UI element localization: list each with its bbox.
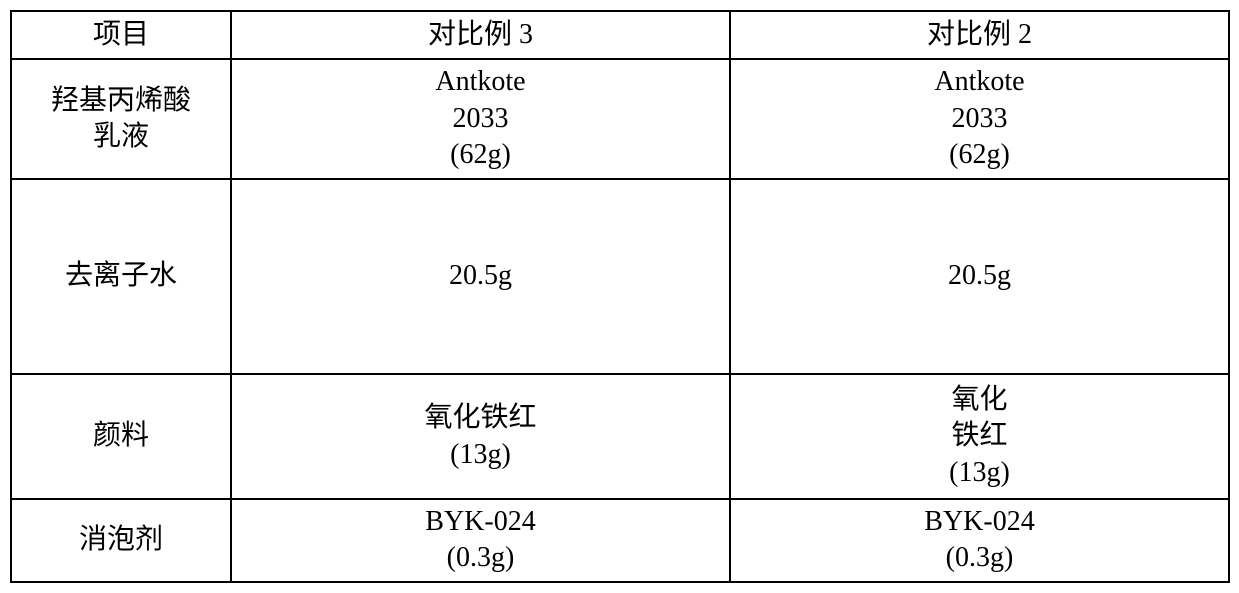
- cell-defoamer-c1: BYK-024 (0.3g): [231, 499, 730, 582]
- cell-defoamer-c2: BYK-024 (0.3g): [730, 499, 1229, 582]
- row-label-pigment: 颜料: [11, 374, 231, 499]
- label-line: 羟基丙烯酸: [51, 85, 191, 116]
- cell-line: 2033: [453, 103, 509, 134]
- cell-line: 氧化铁红: [424, 402, 536, 433]
- row-label-water: 去离子水: [11, 179, 231, 374]
- cell-line: Antkote: [934, 66, 1024, 97]
- header-item: 项目: [11, 11, 231, 59]
- cell-emulsion-c1: Antkote 2033 (62g): [231, 59, 730, 179]
- cell-pigment-c1: 氧化铁红 (13g): [231, 374, 730, 499]
- cell-water-c1: 20.5g: [231, 179, 730, 374]
- cell-water-c2: 20.5g: [730, 179, 1229, 374]
- comparison-table: 项目 对比例 3 对比例 2 羟基丙烯酸 乳液 Antkote 2033 (62…: [10, 10, 1230, 583]
- cell-line: BYK-024: [924, 506, 1034, 537]
- table-row: 消泡剂 BYK-024 (0.3g) BYK-024 (0.3g): [11, 499, 1229, 582]
- table-header-row: 项目 对比例 3 对比例 2: [11, 11, 1229, 59]
- label-line: 乳液: [93, 121, 149, 152]
- cell-line: 氧化: [951, 384, 1007, 415]
- cell-line: (62g): [949, 139, 1010, 170]
- table-row: 羟基丙烯酸 乳液 Antkote 2033 (62g) Antkote 2033…: [11, 59, 1229, 179]
- cell-line: 2033: [952, 103, 1008, 134]
- row-label-defoamer: 消泡剂: [11, 499, 231, 582]
- cell-line: (13g): [949, 457, 1010, 488]
- cell-line: (0.3g): [447, 542, 515, 573]
- header-comparison-3: 对比例 3: [231, 11, 730, 59]
- header-comparison-2: 对比例 2: [730, 11, 1229, 59]
- table-row: 颜料 氧化铁红 (13g) 氧化 铁红 (13g): [11, 374, 1229, 499]
- cell-emulsion-c2: Antkote 2033 (62g): [730, 59, 1229, 179]
- row-label-emulsion: 羟基丙烯酸 乳液: [11, 59, 231, 179]
- cell-pigment-c2: 氧化 铁红 (13g): [730, 374, 1229, 499]
- cell-line: BYK-024: [425, 506, 535, 537]
- cell-line: (62g): [450, 139, 511, 170]
- table-row: 去离子水 20.5g 20.5g: [11, 179, 1229, 374]
- cell-line: (0.3g): [946, 542, 1014, 573]
- cell-line: 铁红: [951, 420, 1007, 451]
- cell-line: (13g): [450, 439, 511, 470]
- cell-line: Antkote: [435, 66, 525, 97]
